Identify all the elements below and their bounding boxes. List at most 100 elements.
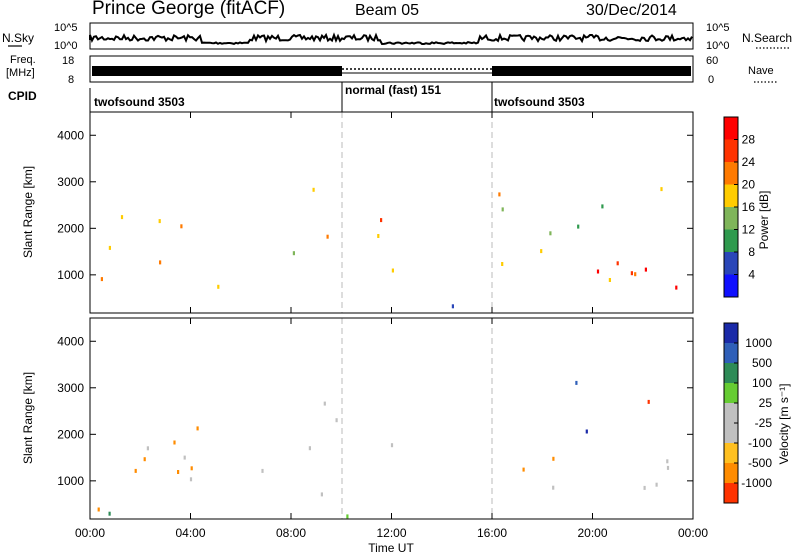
- velocity-colorbar-tick-label-3: 25: [759, 396, 773, 410]
- time-tick-label-0: 00:00: [75, 526, 105, 540]
- power-frame: [89, 111, 694, 314]
- velocity-scatter-cell-2-0: [108, 511, 111, 516]
- station-title: Prince George (fitACF): [92, 0, 285, 19]
- velocity-colorbar-tick-label-0: 1000: [745, 336, 772, 350]
- nsky-frame: [89, 22, 694, 50]
- freq-label: Freq.: [10, 54, 36, 66]
- velocity-scatter-cell-7-0: [552, 456, 555, 461]
- time-tick-label-5: 20:00: [577, 526, 607, 540]
- power-scatter-cell-10-3: [644, 267, 647, 272]
- power-scatter-cell-9-3: [540, 249, 543, 254]
- power-scatter-cell-0-4: [120, 215, 124, 220]
- power-scatter-cell-12-2: [577, 224, 580, 229]
- date-label: 30/Dec/2014: [586, 2, 677, 19]
- power-scatter-data: [100, 187, 678, 309]
- power-scatter-cell-2-0: [217, 284, 220, 289]
- power-colorbar-tick-label-4: 12: [742, 223, 756, 237]
- power-scatter-cell-0-0: [159, 260, 162, 265]
- velocity-colorbar-segment-0: [724, 323, 738, 344]
- power-ytick-label-2: 2000: [57, 221, 84, 235]
- velocity-scatter-cell-1-0: [146, 446, 149, 451]
- velocity-ytick-label-0: 4000: [57, 334, 84, 348]
- freq-frame: [89, 55, 694, 83]
- freq-unit: [MHz]: [6, 67, 35, 79]
- time-tick-label-2: 08:00: [276, 526, 306, 540]
- velocity-y-ticks: 4000 3000 2000 1000: [57, 334, 693, 488]
- velocity-scatter-cell-9-0: [647, 399, 650, 404]
- nsearch-label: N.Search: [742, 31, 792, 45]
- velocity-colorbar-segment-3: [724, 383, 738, 404]
- freq-bar-left: [92, 66, 342, 76]
- velocity-panel: 4000 3000 2000 1000 Slant Range [km] 1000 50…: [21, 317, 791, 520]
- velocity-scatter-cell-0-6: [173, 440, 176, 445]
- power-scatter-cell-11-1: [498, 192, 501, 197]
- power-scatter-cell-8-0: [451, 304, 454, 309]
- velocity-scatter-cell-4-0: [320, 492, 323, 497]
- nave-tick-low: 0: [708, 74, 714, 86]
- power-scatter-cell-1-0: [100, 277, 103, 282]
- power-scatter-cell-12-3: [601, 204, 604, 209]
- power-scatter-cell-7-0: [391, 268, 394, 273]
- power-colorbar-segment-2: [724, 162, 738, 185]
- power-colorbar-tick-label-1: 24: [742, 155, 756, 169]
- velocity-scatter-cell-4-1: [261, 468, 264, 473]
- time-axis-label: Time UT: [368, 541, 414, 554]
- velocity-ytick-label-2: 2000: [57, 427, 84, 441]
- power-scatter-cell-5-2: [377, 234, 380, 238]
- velocity-colorbar-segment-2: [724, 363, 738, 384]
- power-ytick-label-1: 3000: [57, 175, 84, 189]
- power-scatter-cell-5-0: [326, 234, 329, 239]
- velocity-scatter-cell-3-0: [323, 401, 326, 406]
- velocity-scatter-cell-0-5: [196, 426, 199, 431]
- power-panel: 4000 3000 2000 1000 Slant Range [km] 28 24 20…: [21, 111, 771, 314]
- power-scatter-cell-9-0: [501, 262, 504, 266]
- velocity-scatter-cell-6-0: [643, 485, 646, 490]
- velocity-scatter-cell-6-1: [655, 482, 658, 487]
- velocity-scatter-cell-6-4: [666, 459, 669, 464]
- power-scatter-cell-10-1: [675, 285, 678, 290]
- power-ytick-label-3: 1000: [57, 268, 84, 282]
- velocity-colorbar-segment-5: [724, 423, 738, 444]
- power-colorbar-tick-label-0: 28: [742, 133, 756, 147]
- velocity-colorbar: 1000 500 100 25 -25 -100 -500 -1000: [723, 322, 773, 504]
- velocity-scatter-cell-1-1: [183, 455, 186, 460]
- power-ylabel: Slant Range [km]: [21, 166, 35, 258]
- power-scatter-cell-0-2: [180, 224, 183, 229]
- power-colorbar-tick-label-2: 20: [742, 178, 756, 192]
- velocity-scatter-cell-0-2: [177, 470, 180, 474]
- power-scatter-cell-9-4: [630, 271, 633, 276]
- velocity-scatter-cell-3-3: [335, 418, 338, 423]
- nave-label: Nave: [748, 65, 774, 77]
- velocity-colorbar-tick-label-2: 100: [752, 376, 772, 390]
- power-colorbar-segment-5: [724, 229, 738, 253]
- velocity-ytick-label-3: 1000: [57, 474, 84, 488]
- power-ytick-label-0: 4000: [57, 128, 84, 142]
- velocity-scatter-data: [97, 380, 670, 519]
- velocity-colorbar-tick-label-4: -25: [755, 416, 773, 430]
- velocity-scatter-cell-8-1: [575, 380, 578, 385]
- nsearch-tick-high: 10^5: [706, 22, 730, 34]
- velocity-colorbar-tick-label-7: -1000: [741, 476, 772, 490]
- velocity-colorbar-tick-label-5: -100: [748, 436, 772, 450]
- power-colorbar-segment-4: [724, 207, 738, 230]
- time-tick-label-1: 04:00: [175, 526, 205, 540]
- power-colorbar-label: Power [dB]: [757, 191, 771, 250]
- velocity-colorbar-segment-4: [724, 403, 738, 424]
- velocity-scatter-cell-0-3: [190, 466, 193, 471]
- power-colorbar: 28 24 20 16 12 8 4: [723, 116, 756, 298]
- time-tick-label-4: 16:00: [477, 526, 507, 540]
- velocity-ytick-label-1: 3000: [57, 381, 84, 395]
- power-scatter-cell-5-1: [312, 187, 315, 192]
- velocity-scatter-cell-7-1: [522, 467, 525, 472]
- power-y-ticks: 4000 3000 2000 1000: [57, 128, 693, 282]
- cpid-segment-1: twofsound 3503: [94, 95, 185, 109]
- power-scatter-cell-0-1: [108, 245, 111, 250]
- power-scatter-cell-10-2: [596, 269, 600, 274]
- velocity-scatter-cell-6-3: [666, 465, 670, 470]
- nsky-label: N.Sky: [2, 31, 34, 45]
- velocity-colorbar-segment-6: [724, 443, 738, 464]
- velocity-colorbar-segment-7: [724, 463, 738, 484]
- power-scatter-cell-0-3: [158, 219, 161, 224]
- velocity-colorbar-segment-1: [724, 343, 738, 364]
